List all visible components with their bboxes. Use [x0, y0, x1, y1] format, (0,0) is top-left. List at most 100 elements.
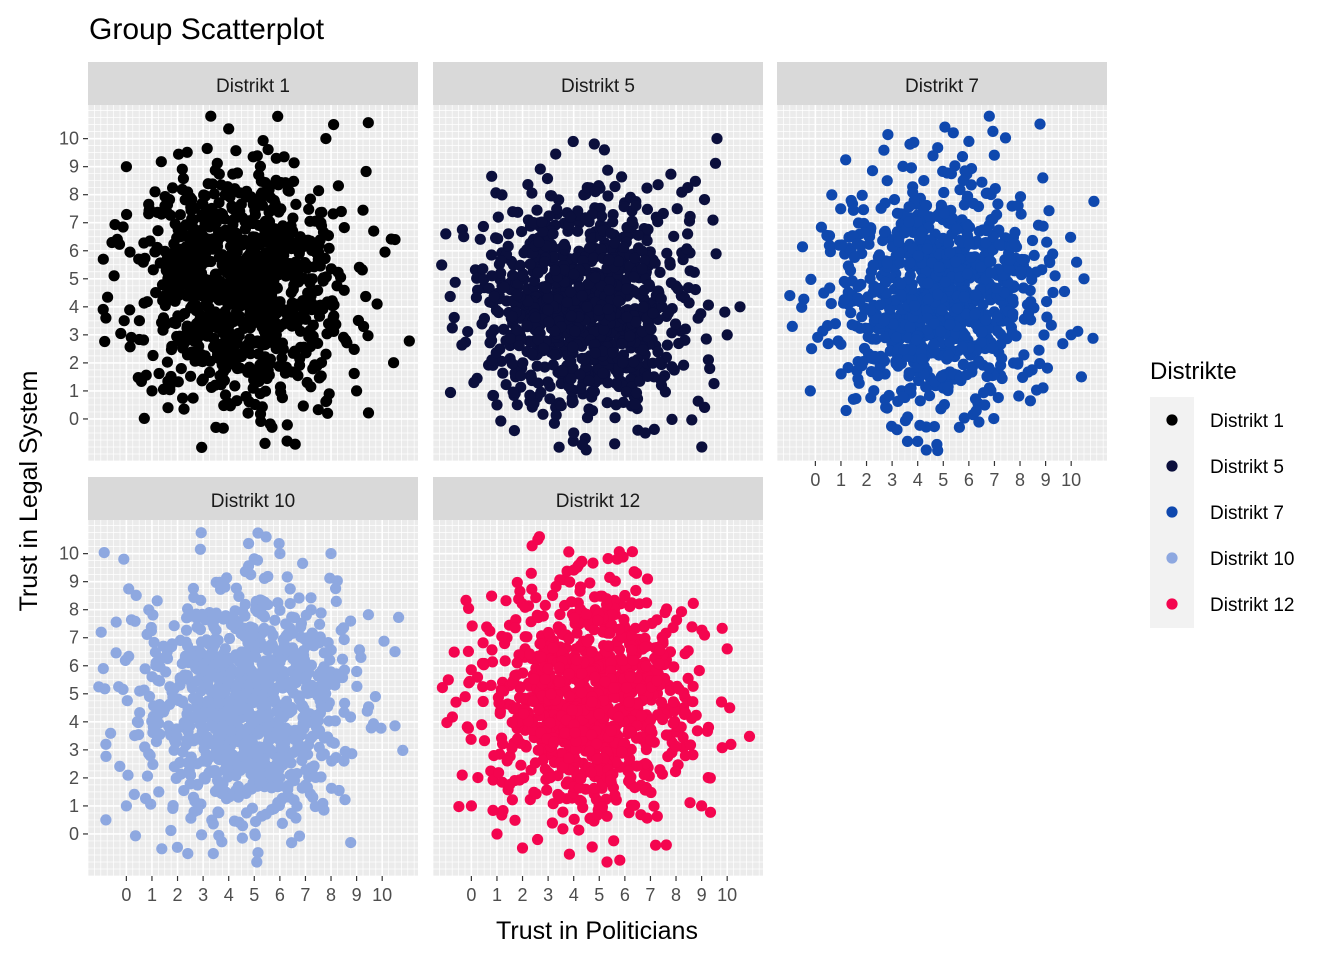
- data-point: [314, 618, 326, 630]
- data-point: [348, 367, 360, 380]
- data-point: [589, 271, 601, 284]
- data-point: [185, 370, 197, 382]
- data-point: [796, 301, 808, 313]
- data-point: [477, 220, 489, 233]
- data-point: [165, 370, 177, 383]
- data-point: [124, 246, 136, 258]
- data-point: [393, 611, 405, 624]
- y-tick-label: 0: [69, 409, 79, 429]
- facet-panel: Distrikt 5: [432, 62, 763, 462]
- data-point: [246, 255, 258, 267]
- data-point: [495, 355, 508, 367]
- data-point: [1022, 308, 1035, 320]
- y-tick-label: 8: [69, 600, 79, 620]
- data-point: [965, 251, 977, 263]
- data-point: [196, 829, 208, 841]
- data-point: [621, 283, 633, 295]
- data-point: [639, 427, 651, 439]
- data-point: [328, 310, 340, 322]
- data-point: [213, 197, 225, 209]
- data-point: [255, 415, 267, 427]
- data-point: [486, 334, 498, 347]
- data-point: [323, 242, 335, 254]
- data-point: [278, 726, 290, 739]
- data-point: [1041, 296, 1053, 308]
- data-point: [935, 371, 947, 383]
- data-point: [576, 290, 588, 302]
- data-point: [256, 810, 268, 822]
- data-point: [129, 615, 141, 627]
- data-point: [167, 182, 179, 194]
- data-point: [229, 380, 241, 392]
- data-point: [360, 165, 372, 178]
- data-point: [194, 543, 206, 555]
- data-point: [243, 317, 255, 330]
- data-point: [371, 298, 383, 310]
- data-point: [944, 246, 956, 259]
- data-point: [230, 276, 242, 288]
- data-point: [268, 194, 280, 207]
- data-point: [914, 395, 926, 407]
- data-point: [511, 399, 523, 411]
- data-point: [205, 381, 218, 393]
- x-tick-label: 10: [372, 885, 392, 905]
- data-point: [300, 347, 312, 359]
- y-tick-label: 10: [59, 129, 79, 149]
- data-point: [304, 788, 316, 800]
- data-point: [303, 203, 315, 215]
- data-point: [264, 743, 276, 756]
- data-point: [138, 412, 150, 424]
- data-point: [230, 681, 242, 693]
- data-point: [363, 701, 375, 713]
- x-tick-label: 0: [810, 470, 820, 490]
- data-point: [182, 703, 194, 715]
- data-point: [169, 218, 181, 230]
- data-point: [890, 331, 903, 343]
- data-point: [580, 212, 592, 224]
- data-point: [1009, 226, 1021, 238]
- data-point: [823, 239, 836, 251]
- data-point: [612, 295, 625, 307]
- y-tick-label: 8: [69, 185, 79, 205]
- data-point: [218, 316, 230, 328]
- data-point: [330, 595, 342, 608]
- data-point: [203, 286, 215, 298]
- data-point: [920, 444, 932, 456]
- data-point: [689, 284, 702, 296]
- data-point: [173, 148, 185, 160]
- data-point: [980, 225, 993, 237]
- data-point: [157, 383, 170, 395]
- data-point: [168, 620, 180, 632]
- data-point: [541, 173, 554, 185]
- data-point: [1087, 332, 1099, 344]
- data-point: [487, 390, 500, 402]
- data-point: [221, 759, 233, 771]
- data-point: [535, 386, 547, 398]
- data-point: [159, 258, 172, 270]
- data-point: [291, 800, 303, 812]
- data-point: [223, 123, 235, 135]
- data-point: [869, 351, 881, 363]
- data-point: [671, 203, 683, 215]
- data-point: [335, 271, 347, 283]
- y-tick-label: 7: [69, 213, 79, 233]
- data-point: [231, 362, 243, 375]
- data-point: [353, 644, 366, 656]
- data-point: [845, 307, 857, 319]
- y-tick-label: 1: [69, 381, 79, 401]
- data-point: [495, 415, 507, 427]
- data-point: [192, 693, 204, 705]
- data-point: [597, 367, 609, 379]
- data-point: [961, 268, 974, 280]
- data-point: [637, 301, 649, 313]
- data-point: [351, 680, 363, 693]
- data-point: [293, 830, 306, 842]
- data-point: [704, 362, 716, 375]
- data-point: [904, 383, 916, 395]
- data-point: [270, 334, 282, 346]
- data-point: [991, 282, 1003, 294]
- data-point: [864, 273, 876, 285]
- data-point: [868, 385, 880, 397]
- data-point: [280, 262, 292, 274]
